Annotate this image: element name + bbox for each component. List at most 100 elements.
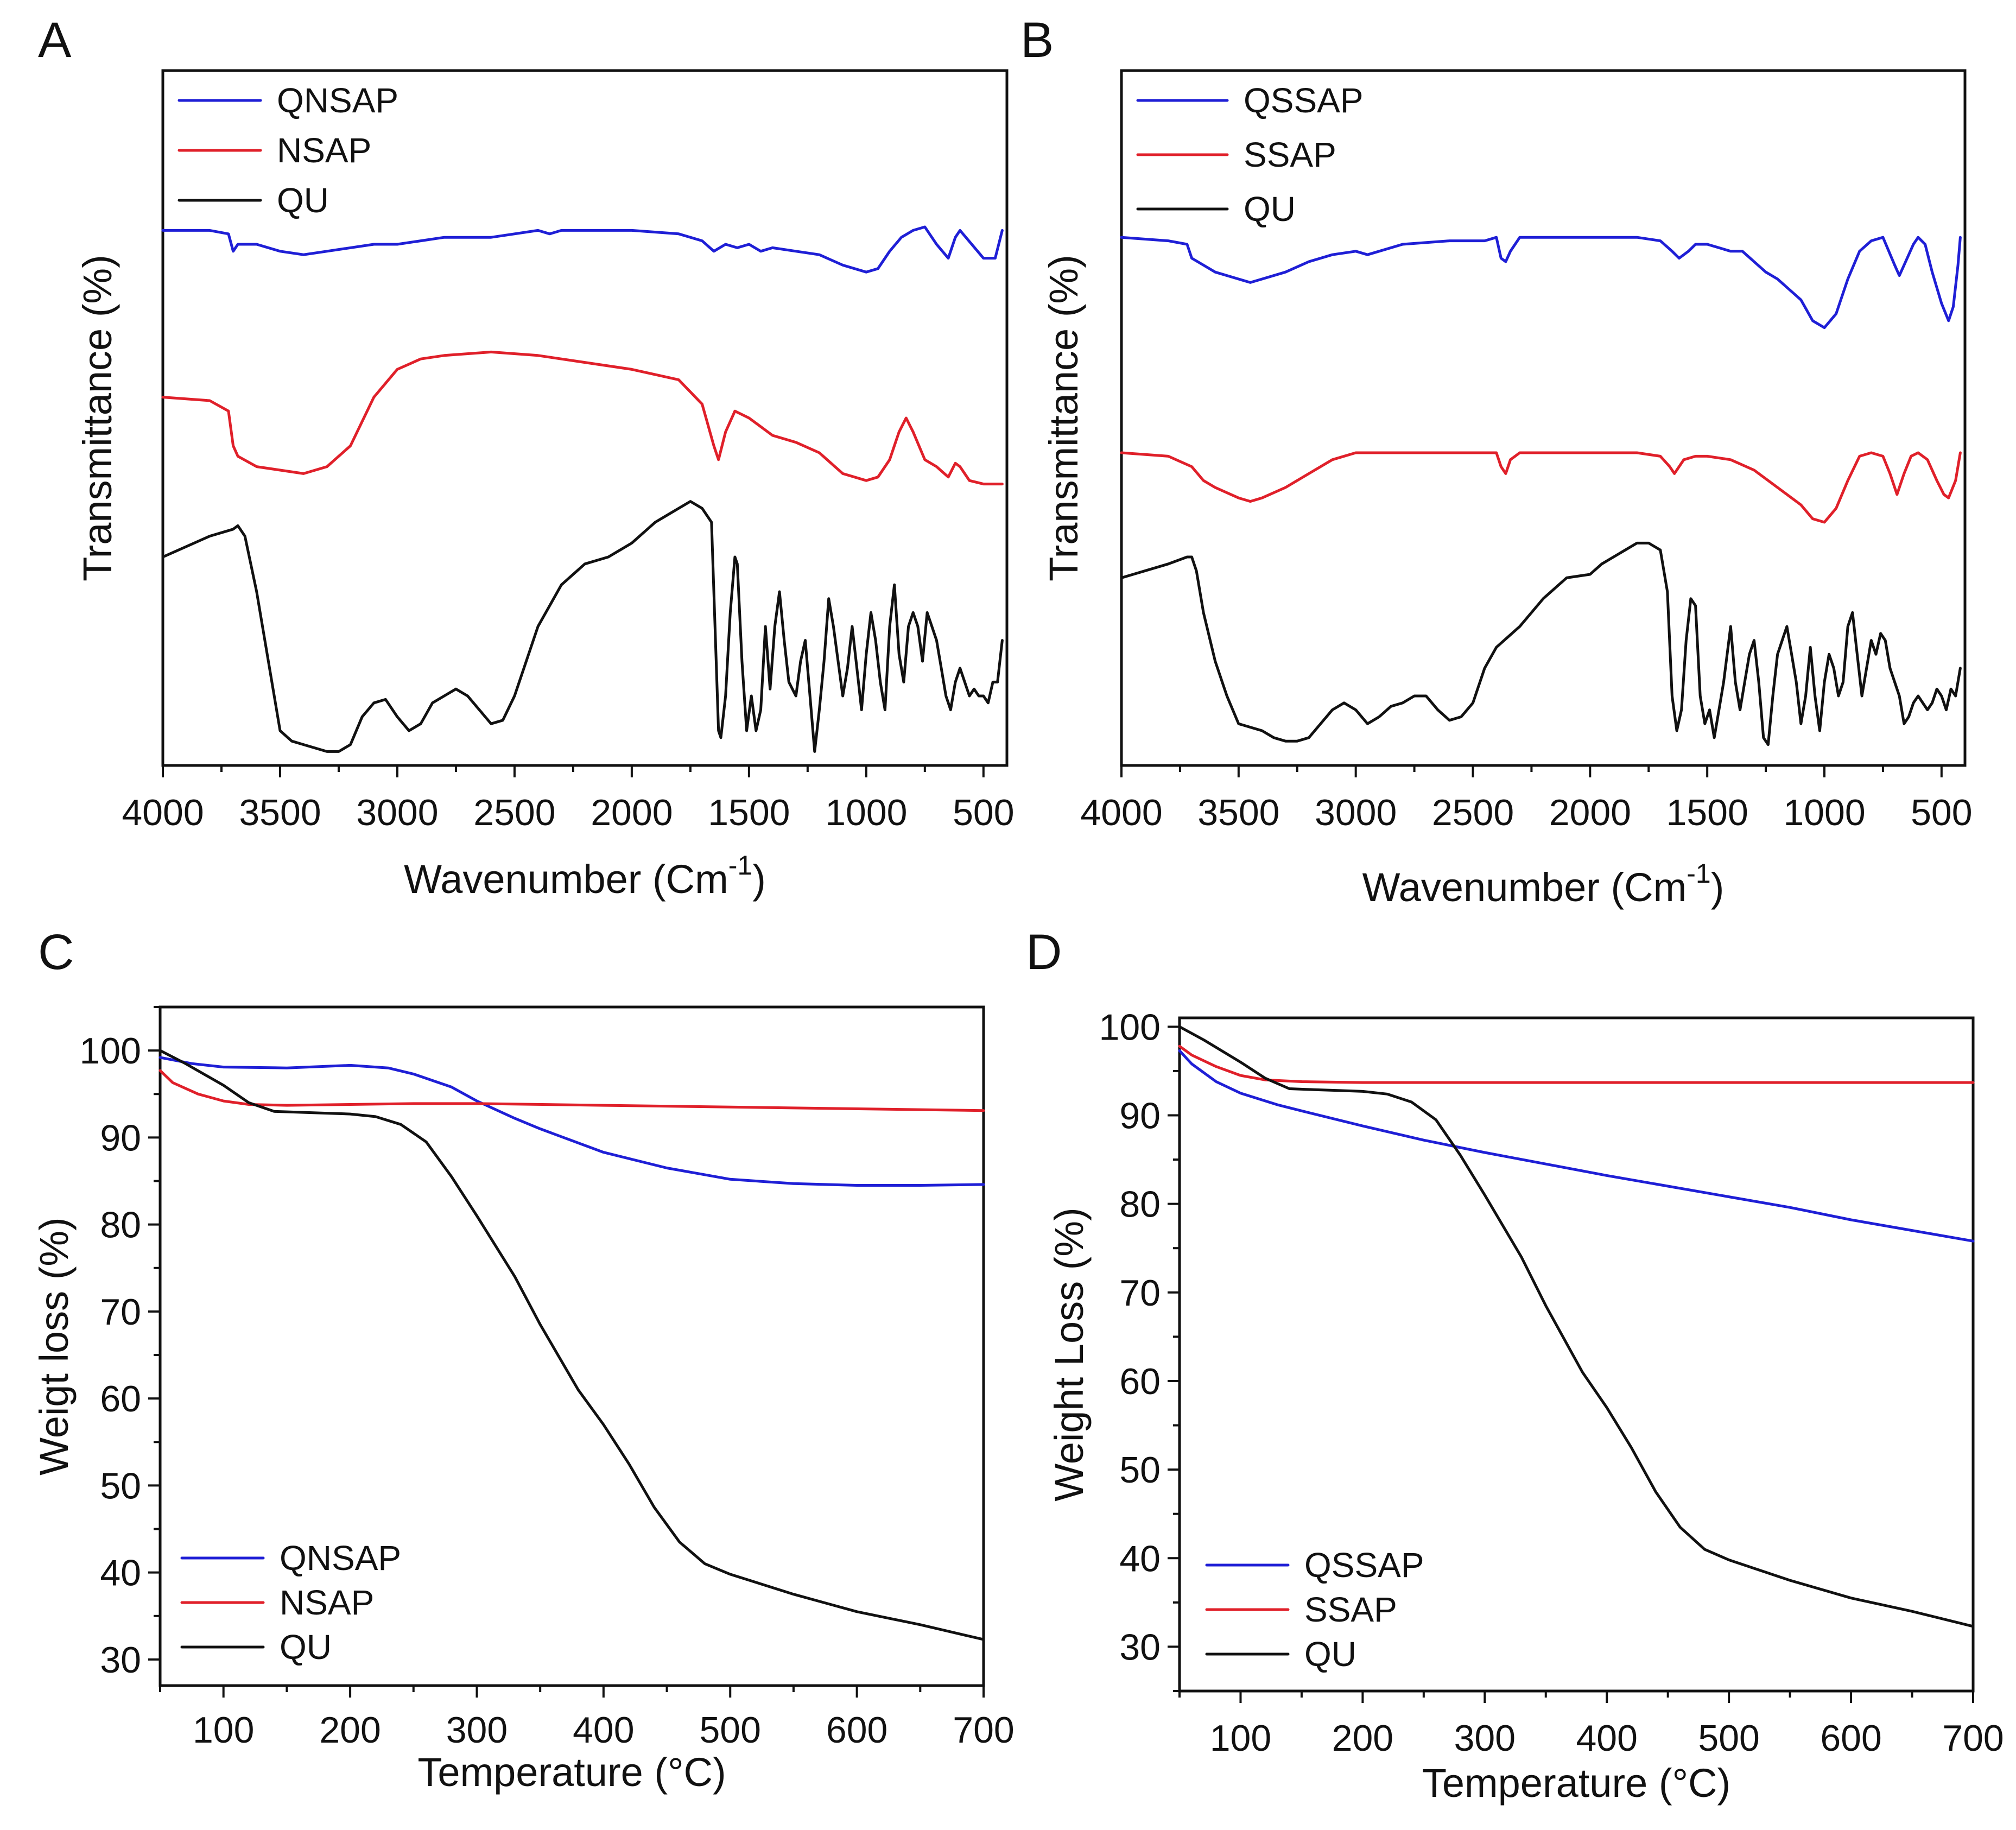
y-tick-label: 50 <box>1119 1449 1161 1491</box>
x-tick-label: 600 <box>826 1709 887 1751</box>
x-tick-label: 2000 <box>1549 792 1631 833</box>
series-line-qu <box>1178 1025 1975 1628</box>
legend: QSSAP SSAP QU <box>1205 1546 1424 1674</box>
x-tick-label: 200 <box>319 1709 381 1751</box>
y-tick-label: 40 <box>100 1553 141 1594</box>
y-tick-label: 100 <box>80 1030 141 1072</box>
legend-label: SSAP <box>1244 135 1336 174</box>
y-tick-label: 90 <box>100 1117 141 1158</box>
x-axis-title-tail: ) <box>1711 865 1725 910</box>
y-tick-label: 60 <box>1119 1361 1161 1402</box>
series-line-qnsap <box>159 1056 985 1187</box>
series-line-ssap <box>1178 1044 1975 1084</box>
x-tick-label: 1500 <box>708 792 790 833</box>
legend: QNSAP NSAP QU <box>180 1538 401 1667</box>
panel-letter: B <box>1020 12 1054 68</box>
series-line-nsap <box>161 350 1004 486</box>
series-line-qu <box>1120 541 1962 746</box>
y-tick-label: 70 <box>1119 1272 1161 1314</box>
legend-label: QU <box>277 181 329 220</box>
y-tick-label: 30 <box>100 1639 141 1681</box>
legend-label: QSSAP <box>1304 1546 1424 1585</box>
x-tick-label: 100 <box>193 1709 254 1751</box>
x-tick-label: 4000 <box>1080 792 1162 833</box>
x-tick-label: 1500 <box>1666 792 1748 833</box>
plot-frame <box>1120 69 1967 767</box>
x-tick-label: 3500 <box>239 792 321 833</box>
x-tick-label: 2500 <box>1432 792 1514 833</box>
x-tick-label: 1000 <box>1783 792 1865 833</box>
x-tick-label: 400 <box>1576 1718 1637 1759</box>
y-tick-label: 100 <box>1099 1006 1161 1048</box>
panel-letter: D <box>1026 925 1062 980</box>
x-tick-label: 300 <box>1454 1718 1516 1759</box>
x-axis-title-text: Wavenumber (Cm <box>1362 865 1687 910</box>
y-tick-label: 60 <box>100 1378 141 1420</box>
x-axis-title-superscript: -1 <box>728 850 752 881</box>
y-axis-title: Transmittance (%) <box>75 255 120 581</box>
panel-c: C 100 200 300 400 500 600 700 30 40 50 60 70 80 90 100 T… <box>31 925 1015 1795</box>
x-tick-label: 500 <box>1698 1718 1759 1759</box>
y-tick-label: 30 <box>1119 1626 1161 1668</box>
panel-letter: A <box>38 12 72 68</box>
x-tick-label: 700 <box>1942 1718 2004 1759</box>
legend-label: NSAP <box>280 1583 374 1622</box>
series-line-qu <box>161 500 1004 753</box>
x-tick-label: 4000 <box>122 792 204 833</box>
x-tick-label: 200 <box>1332 1718 1393 1759</box>
legend-label: QU <box>1244 189 1296 229</box>
x-axis-title: Wavenumber (Cm-1) <box>1362 858 1725 910</box>
x-tick-label: 500 <box>1911 792 1972 833</box>
x-tick-label: 1000 <box>825 792 907 833</box>
x-tick-label: 100 <box>1210 1718 1271 1759</box>
series-line-ssap <box>1120 451 1962 524</box>
legend-label: QSSAP <box>1244 81 1364 120</box>
series-line-qssap <box>1120 236 1962 330</box>
x-tick-label: 2000 <box>591 792 673 833</box>
y-tick-label: 50 <box>100 1465 141 1506</box>
legend-label: SSAP <box>1304 1590 1397 1629</box>
x-tick-label: 600 <box>1820 1718 1881 1759</box>
legend-label: QU <box>280 1628 332 1667</box>
x-axis-title-text: Temperature (°C) <box>1422 1761 1730 1806</box>
x-tick-label: 3500 <box>1197 792 1279 833</box>
legend-label: QNSAP <box>280 1538 401 1578</box>
y-tick-label: 70 <box>100 1291 141 1333</box>
x-tick-label: 700 <box>953 1709 1014 1751</box>
x-axis-title-superscript: -1 <box>1687 858 1710 889</box>
x-axis-title-tail: ) <box>752 857 766 902</box>
x-tick-label: 400 <box>573 1709 634 1751</box>
x-axis-title: Wavenumber (Cm-1) <box>404 850 766 902</box>
y-axis-title: Weigt loss (%) <box>31 1217 77 1476</box>
panel-a: A 4000 3500 3000 2500 2000 1500 1000 500 Wavenumb… <box>38 12 1015 902</box>
x-tick-label: 500 <box>699 1709 760 1751</box>
series-line-qu <box>159 1049 985 1641</box>
x-axis-title: Temperature (°C) <box>417 1750 726 1795</box>
legend-label: QNSAP <box>277 81 398 120</box>
x-axis-title: Temperature (°C) <box>1422 1761 1730 1806</box>
x-tick-label: 2500 <box>473 792 555 833</box>
y-tick-label: 80 <box>100 1205 141 1246</box>
y-axis-title: Weight Loss (%) <box>1047 1207 1092 1502</box>
x-axis-title-text: Wavenumber (Cm <box>404 857 728 902</box>
x-axis-title-text: Temperature (°C) <box>417 1750 726 1795</box>
panel-letter: C <box>38 925 74 980</box>
y-tick-label: 40 <box>1119 1538 1161 1579</box>
plot-frame <box>159 1005 985 1687</box>
x-tick-label: 3000 <box>1315 792 1397 833</box>
series-line-nsap <box>159 1069 985 1112</box>
legend: QSSAP SSAP QU <box>1136 81 1364 229</box>
y-tick-label: 90 <box>1119 1095 1161 1136</box>
series-line-qnsap <box>161 225 1004 274</box>
y-tick-label: 80 <box>1119 1184 1161 1225</box>
legend: QNSAP NSAP QU <box>177 81 398 220</box>
x-tick-label: 500 <box>953 792 1014 833</box>
x-tick-label: 300 <box>446 1709 508 1751</box>
x-tick-label: 3000 <box>356 792 438 833</box>
series-line-qssap <box>1178 1049 1975 1243</box>
panel-d: D 100 200 300 400 500 600 700 30 40 50 60 70 80 90 100 T… <box>1026 925 2004 1806</box>
legend-label: QU <box>1304 1635 1356 1674</box>
legend-label: NSAP <box>277 131 371 170</box>
plot-frame <box>161 69 1009 767</box>
